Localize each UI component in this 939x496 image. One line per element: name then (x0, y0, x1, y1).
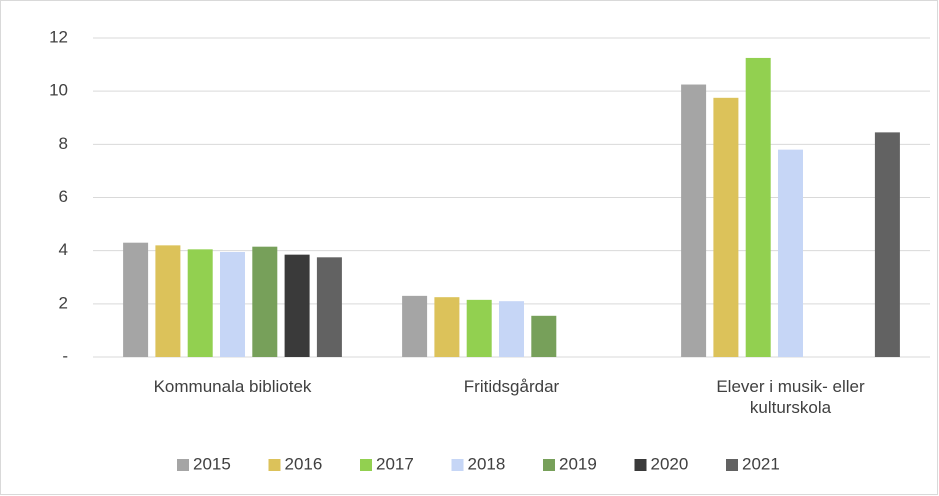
bar (220, 251, 245, 357)
legend-label: 2020 (651, 454, 689, 473)
y-tick-label: 10 (49, 81, 68, 100)
bar (187, 249, 213, 357)
legend-label: 2018 (468, 454, 506, 473)
bar (123, 242, 149, 357)
legend-label: 2021 (742, 454, 780, 473)
y-tick-label: - (62, 346, 68, 365)
bar (713, 97, 739, 357)
bar (499, 301, 524, 357)
bar (434, 297, 460, 357)
legend-swatch (634, 459, 647, 471)
legend-swatch (268, 459, 281, 471)
legend-label: 2019 (559, 454, 597, 473)
bar (284, 254, 310, 357)
y-tick-label: 8 (59, 134, 68, 153)
bar (778, 149, 803, 357)
x-tick-label: Kommunala bibliotek (153, 377, 312, 396)
bar (745, 57, 771, 357)
bar (155, 245, 181, 357)
y-tick-label: 2 (59, 293, 68, 312)
bar (874, 132, 900, 357)
bar (681, 84, 707, 357)
y-tick-label: 6 (59, 187, 68, 206)
legend-swatch (177, 459, 189, 471)
y-tick-label: 4 (59, 240, 68, 259)
legend-swatch (360, 459, 372, 471)
legend-swatch (451, 459, 464, 471)
bar (466, 299, 492, 357)
y-tick-label: 12 (49, 27, 68, 46)
x-tick-label: Elever i musik- eller kulturskola (716, 377, 865, 417)
legend-swatch (726, 459, 738, 471)
legend-swatch (543, 459, 555, 471)
bar (252, 246, 278, 357)
legend-label: 2015 (193, 454, 231, 473)
bar (531, 315, 557, 357)
bar (316, 257, 342, 357)
legend-label: 2017 (376, 454, 414, 473)
legend-label: 2016 (285, 454, 323, 473)
x-tick-label: Fritidsgårdar (463, 377, 560, 396)
bar (402, 295, 428, 357)
